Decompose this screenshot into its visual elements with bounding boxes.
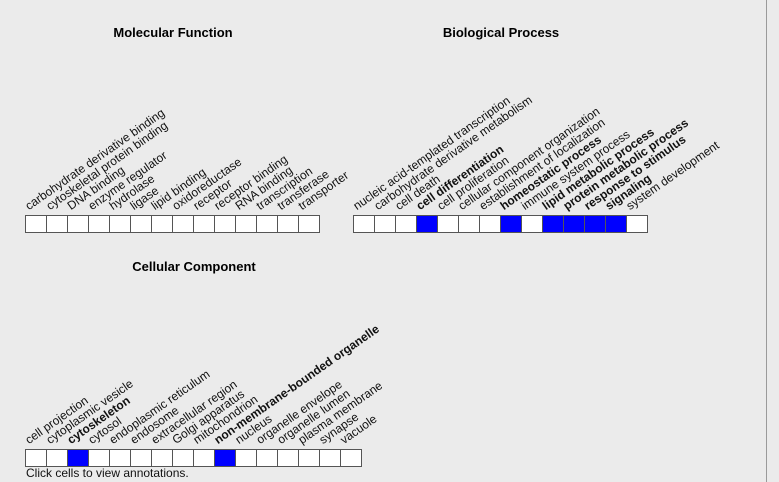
annotation-cell[interactable]: [299, 216, 320, 233]
annotation-cell[interactable]: [564, 216, 585, 233]
annotation-cell[interactable]: [47, 216, 68, 233]
annotation-cell[interactable]: [257, 216, 278, 233]
annotation-cell[interactable]: [278, 216, 299, 233]
annotation-cell[interactable]: [606, 216, 627, 233]
annotation-cell[interactable]: [47, 450, 68, 467]
annotation-cell[interactable]: [236, 216, 257, 233]
annotation-cell[interactable]: [299, 450, 320, 467]
annotation-cell[interactable]: [26, 450, 47, 467]
annotation-cell[interactable]: [459, 216, 480, 233]
annotation-cell[interactable]: [173, 450, 194, 467]
annotation-cell[interactable]: [215, 216, 236, 233]
footer-hint: Click cells to view annotations.: [26, 466, 189, 480]
annotation-cell[interactable]: [215, 450, 236, 467]
annotation-cell[interactable]: [131, 216, 152, 233]
annotation-cell[interactable]: [68, 216, 89, 233]
annotation-cell[interactable]: [480, 216, 501, 233]
annotation-cell[interactable]: [627, 216, 648, 233]
annotation-cell[interactable]: [585, 216, 606, 233]
annotation-cell[interactable]: [89, 450, 110, 467]
annotation-cell[interactable]: [417, 216, 438, 233]
annotation-cell[interactable]: [522, 216, 543, 233]
cellular-component-grid: [25, 449, 362, 467]
molecular-function-grid: [25, 215, 320, 233]
biological-process-title: Biological Process: [442, 25, 560, 40]
annotation-cell[interactable]: [396, 216, 417, 233]
cellular-component-title: Cellular Component: [132, 259, 256, 274]
annotation-cell[interactable]: [152, 450, 173, 467]
annotation-cell[interactable]: [341, 450, 362, 467]
annotation-cell[interactable]: [501, 216, 522, 233]
annotation-cell[interactable]: [438, 216, 459, 233]
annotation-cell[interactable]: [194, 216, 215, 233]
annotation-cell[interactable]: [68, 450, 89, 467]
annotation-cell[interactable]: [236, 450, 257, 467]
annotation-cell[interactable]: [89, 216, 110, 233]
annotation-cell[interactable]: [131, 450, 152, 467]
annotation-cell[interactable]: [354, 216, 375, 233]
annotation-cell[interactable]: [320, 450, 341, 467]
annotation-cell[interactable]: [152, 216, 173, 233]
annotation-cell[interactable]: [110, 450, 131, 467]
annotation-cell[interactable]: [173, 216, 194, 233]
annotation-cell[interactable]: [375, 216, 396, 233]
biological-process-grid: [353, 215, 648, 233]
annotation-cell[interactable]: [278, 450, 299, 467]
annotation-cell[interactable]: [110, 216, 131, 233]
annotation-cell[interactable]: [543, 216, 564, 233]
annotation-cell[interactable]: [26, 216, 47, 233]
molecular-function-title: Molecular Function: [113, 25, 233, 40]
annotation-cell[interactable]: [257, 450, 278, 467]
annotation-cell[interactable]: [194, 450, 215, 467]
